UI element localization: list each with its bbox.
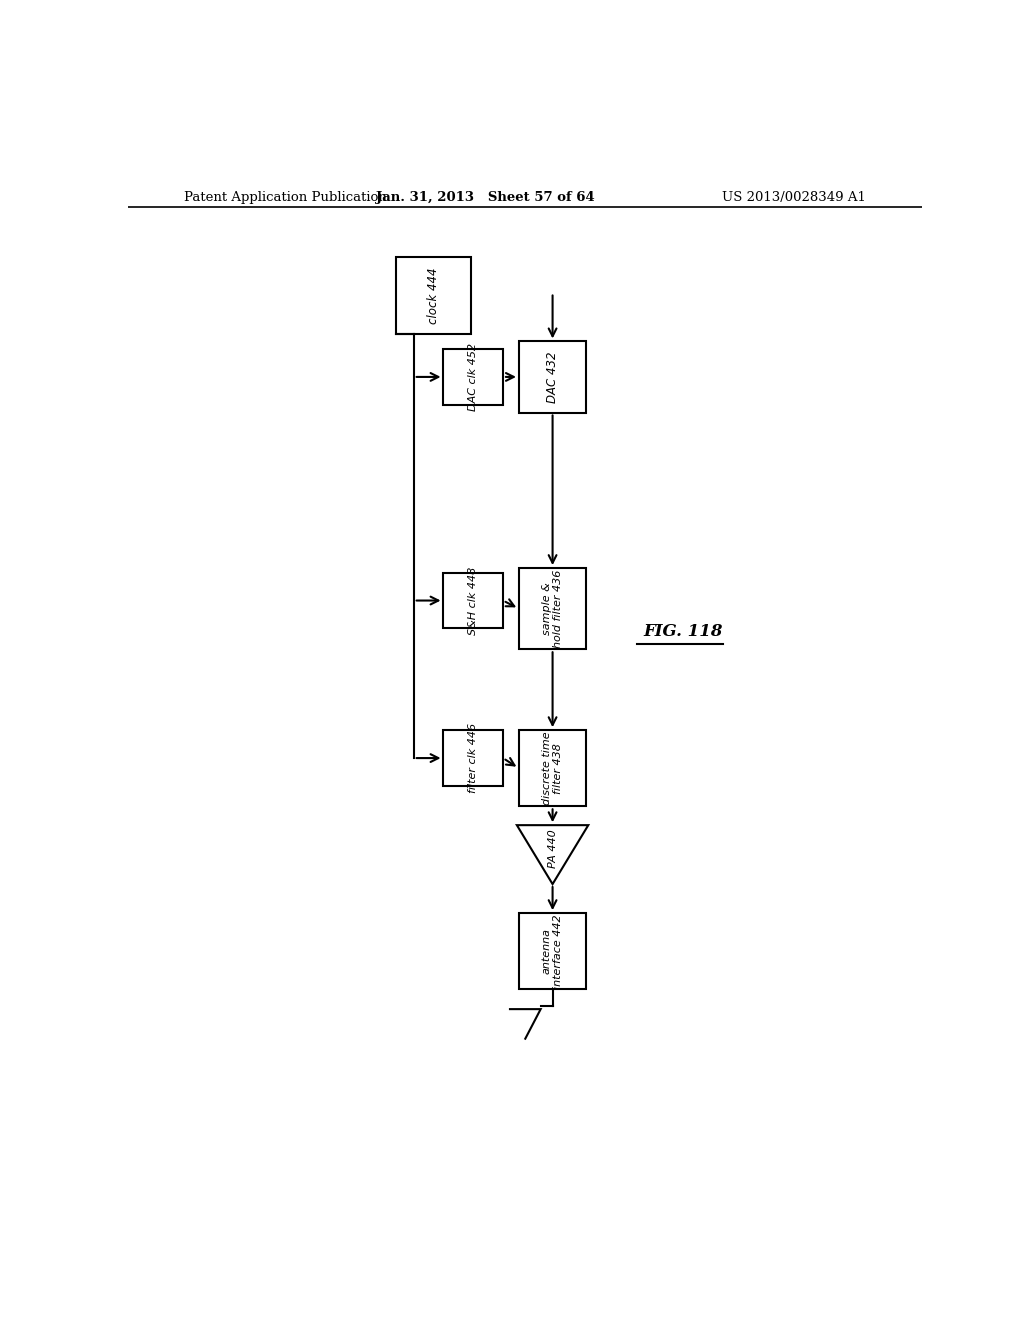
Bar (443, 730, 503, 785)
Text: Jan. 31, 2013   Sheet 57 of 64: Jan. 31, 2013 Sheet 57 of 64 (376, 190, 595, 203)
Text: discrete time
filter 438: discrete time filter 438 (542, 731, 563, 805)
Text: clock 444: clock 444 (427, 268, 440, 323)
Bar (519, 342, 587, 412)
Text: PA 440: PA 440 (548, 829, 558, 869)
Text: Patent Application Publication: Patent Application Publication (183, 190, 386, 203)
Text: filter clk 446: filter clk 446 (468, 723, 478, 793)
Polygon shape (517, 825, 588, 884)
Bar (443, 348, 503, 405)
Text: S&H clk 448: S&H clk 448 (468, 566, 478, 635)
Text: DAC 432: DAC 432 (546, 351, 559, 403)
Bar (443, 573, 503, 628)
Bar (519, 568, 587, 649)
Bar (396, 257, 471, 334)
Bar (519, 730, 587, 807)
Text: sample &
hold filter 436: sample & hold filter 436 (542, 569, 563, 648)
Text: FIG. 118: FIG. 118 (644, 623, 723, 639)
Bar (519, 913, 587, 989)
Text: DAC clk 452: DAC clk 452 (468, 343, 478, 411)
Text: US 2013/0028349 A1: US 2013/0028349 A1 (722, 190, 866, 203)
Text: antenna
interface 442: antenna interface 442 (542, 913, 563, 989)
